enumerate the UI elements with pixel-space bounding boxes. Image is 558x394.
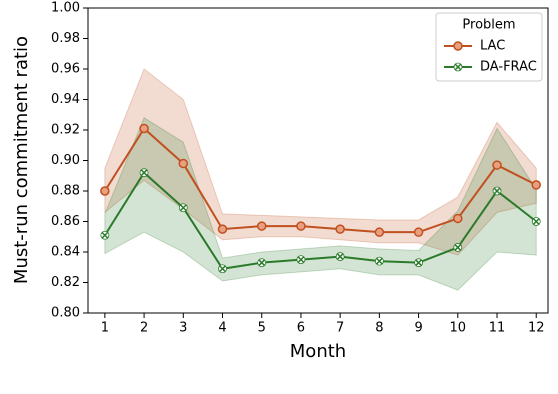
- confidence-band: [104, 68, 537, 256]
- point-x: [454, 63, 462, 71]
- point-x: [454, 243, 462, 251]
- point-x: [218, 265, 227, 273]
- point: [453, 62, 463, 72]
- legend-label: DA-FRAC: [480, 60, 537, 75]
- confidence-band: [104, 117, 537, 291]
- point: [374, 227, 385, 237]
- point: [453, 243, 463, 252]
- x-axis-title: Month: [290, 341, 346, 362]
- x-tick-label: 4: [218, 321, 226, 336]
- point: [296, 255, 306, 265]
- y-tick-label: 0.98: [51, 31, 80, 46]
- x-tick-label: 8: [375, 321, 383, 336]
- point: [413, 227, 424, 237]
- point: [531, 217, 541, 226]
- point: [218, 264, 227, 274]
- point-x: [415, 259, 423, 267]
- point-x: [258, 259, 266, 267]
- point-x: [101, 231, 109, 239]
- legend-label: LAC: [480, 39, 505, 54]
- point: [139, 168, 149, 178]
- point: [257, 258, 267, 268]
- line: [104, 171, 537, 270]
- x-tick-label: 11: [489, 321, 506, 336]
- y-tick-label: 0.96: [51, 62, 80, 77]
- point: [217, 224, 228, 234]
- x-tick-label: 6: [297, 321, 305, 336]
- point-x: [532, 217, 540, 226]
- y-axis-title: Must-run commitment ratio: [11, 36, 32, 284]
- x-tick-label: 12: [528, 321, 545, 336]
- y-tick-label: 0.84: [51, 245, 80, 260]
- point-x: [493, 187, 501, 195]
- y-tick-label: 0.82: [51, 275, 80, 290]
- y-tick-label: 1.00: [51, 1, 80, 16]
- point: [414, 258, 423, 268]
- point: [100, 230, 110, 240]
- legend-box: [435, 12, 543, 82]
- y-tick-label: 0.92: [51, 123, 80, 138]
- point-x: [336, 253, 344, 261]
- x-tick-label: 2: [140, 321, 148, 336]
- point: [296, 221, 306, 231]
- y-tick-label: 0.80: [51, 306, 80, 321]
- point: [335, 252, 345, 261]
- point: [492, 186, 502, 196]
- point: [178, 158, 189, 169]
- y-tick-label: 0.86: [51, 214, 80, 229]
- point: [374, 256, 384, 266]
- x-tick-label: 5: [258, 321, 266, 336]
- point: [453, 213, 463, 224]
- x-tick-label: 9: [414, 321, 422, 336]
- point: [256, 221, 267, 231]
- line: [104, 126, 537, 234]
- x-tick-label: 1: [101, 321, 109, 336]
- y-tick-label: 0.94: [51, 92, 80, 107]
- point-x: [179, 204, 187, 212]
- plot-frame: [87, 7, 549, 314]
- point-x: [140, 169, 148, 177]
- point-x: [297, 256, 305, 264]
- point: [178, 203, 188, 213]
- legend-title: Problem: [462, 18, 515, 33]
- point: [139, 123, 149, 134]
- x-tick-label: 7: [336, 321, 344, 336]
- point-x: [375, 257, 383, 265]
- y-tick-label: 0.90: [51, 153, 80, 168]
- x-tick-label: 3: [179, 321, 187, 336]
- point: [100, 186, 110, 196]
- point: [531, 180, 541, 190]
- x-tick-label: 10: [450, 321, 467, 336]
- point: [453, 41, 463, 51]
- point: [335, 224, 345, 234]
- point: [492, 160, 502, 170]
- y-tick-label: 0.88: [51, 184, 80, 199]
